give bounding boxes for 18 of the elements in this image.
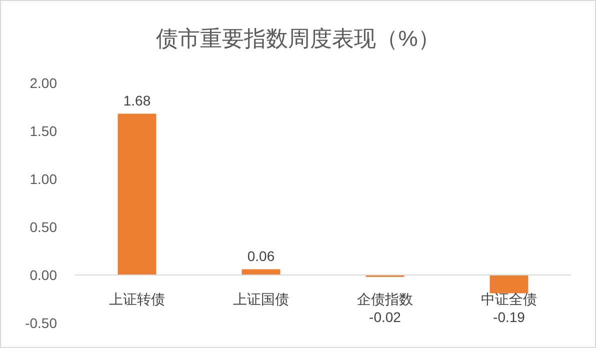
x-tick-label: 中证全债 [481, 291, 537, 307]
y-tick-label: 1.00 [30, 171, 58, 187]
y-tick-label: 0.00 [30, 267, 58, 283]
bar [242, 269, 280, 275]
x-tick-label: 企债指数 [357, 291, 413, 307]
data-label: -0.02 [369, 309, 402, 325]
data-label: -0.19 [493, 309, 526, 325]
data-label: 1.68 [123, 92, 151, 109]
bar [490, 275, 528, 294]
x-tick-label: 上证转债 [109, 291, 165, 307]
y-tick-label: 1.50 [30, 123, 58, 139]
chart-title: 债市重要指数周度表现（%） [156, 26, 440, 51]
x-tick-label: 上证国债 [233, 291, 289, 307]
y-tick-label: 2.00 [30, 75, 58, 91]
y-tick-label: -0.50 [25, 315, 58, 331]
y-tick-label: 0.50 [30, 219, 58, 235]
data-label: 0.06 [247, 248, 275, 264]
bar [118, 114, 156, 275]
